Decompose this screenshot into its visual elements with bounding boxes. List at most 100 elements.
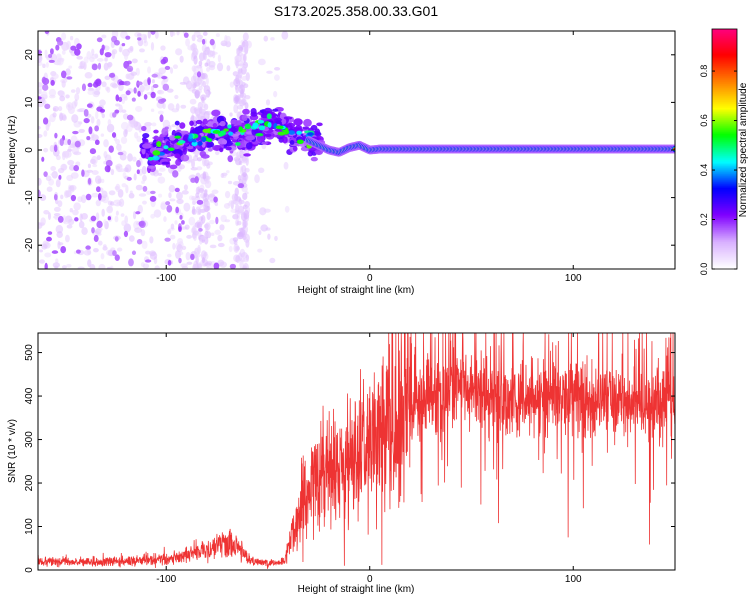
colorbar-segment bbox=[712, 229, 737, 232]
heatmap-blob bbox=[199, 220, 204, 226]
heatmap-blob bbox=[116, 247, 123, 252]
colorbar: 0.0 0.2 0.4 0.6 0.8 Normalized spectral ampl… bbox=[699, 28, 749, 275]
colorbar-segment bbox=[712, 149, 737, 152]
colorbar-segment bbox=[712, 225, 737, 228]
heatmap-blob bbox=[137, 81, 143, 86]
heatmap-blob bbox=[195, 255, 199, 265]
colorbar-segment bbox=[712, 99, 737, 102]
heatmap-blob bbox=[78, 221, 85, 229]
colorbar-segment bbox=[712, 257, 737, 260]
heatmap-blob bbox=[57, 40, 64, 46]
heatmap-blob bbox=[185, 38, 191, 47]
colorbar-segment bbox=[712, 91, 737, 94]
heatmap-blob bbox=[166, 88, 174, 93]
heatmap-blob bbox=[178, 257, 182, 264]
heatmap-blob bbox=[48, 53, 53, 59]
heatmap-blob bbox=[94, 175, 102, 184]
heatmap-blob bbox=[229, 81, 235, 88]
colorbar-segment bbox=[712, 81, 737, 84]
heatmap-blob bbox=[152, 150, 161, 156]
heatmap-blob bbox=[127, 60, 132, 65]
heatmap-blob bbox=[46, 186, 53, 192]
heatmap-blob bbox=[201, 100, 206, 109]
heatmap-blob bbox=[208, 60, 216, 68]
colorbar-segment bbox=[712, 75, 737, 78]
heatmap-blob bbox=[48, 88, 57, 97]
heatmap-blob bbox=[224, 219, 231, 223]
heatmap-blob bbox=[212, 50, 216, 59]
snr-series-line bbox=[38, 333, 675, 569]
heatmap-blob bbox=[206, 66, 210, 72]
heatmap-blob bbox=[133, 87, 137, 94]
heatmap-blob bbox=[112, 250, 117, 257]
heatmap-blob bbox=[159, 114, 164, 123]
heatmap-blob bbox=[196, 263, 202, 268]
heatmap-blob bbox=[59, 112, 64, 122]
heatmap-blob bbox=[112, 112, 117, 118]
colorbar-segment bbox=[712, 71, 737, 74]
heatmap-blob bbox=[95, 199, 101, 207]
heatmap-blob bbox=[69, 207, 73, 213]
heatmap-blob bbox=[44, 49, 48, 57]
heatmap-blob bbox=[101, 190, 108, 199]
colorbar-segment bbox=[712, 159, 737, 162]
heatmap-blob bbox=[80, 60, 85, 69]
heatmap-blob bbox=[235, 74, 242, 81]
heatmap-blob bbox=[296, 130, 302, 135]
heatmap-blob bbox=[241, 92, 247, 99]
heatmap-blob bbox=[142, 200, 147, 205]
heatmap-blob bbox=[197, 76, 202, 86]
heatmap-blob bbox=[161, 127, 169, 136]
colorbar-segment bbox=[712, 179, 737, 182]
heatmap-blob bbox=[118, 46, 122, 53]
heatmap-blob bbox=[178, 226, 182, 232]
colorbar-segment bbox=[712, 203, 737, 206]
heatmap-blob bbox=[254, 174, 260, 184]
heatmap-blob bbox=[85, 193, 92, 201]
colorbar-ticks: 0.0 0.2 0.4 0.6 0.8 bbox=[699, 65, 737, 275]
heatmap-blob bbox=[303, 118, 312, 127]
heatmap-blob bbox=[234, 187, 239, 197]
heatmap-blob bbox=[174, 135, 182, 139]
heatmap-blob bbox=[261, 141, 268, 145]
heatmap-blob bbox=[97, 240, 103, 246]
heatmap-blob bbox=[147, 156, 154, 161]
heatmap-blob bbox=[135, 184, 143, 191]
colorbar-segment bbox=[712, 259, 737, 262]
heatmap-blob bbox=[43, 130, 48, 137]
colorbar-segment bbox=[712, 87, 737, 90]
heatmap-blob bbox=[180, 263, 188, 268]
heatmap-blob bbox=[88, 126, 93, 135]
heatmap-blob bbox=[206, 175, 210, 184]
heatmap-blob bbox=[238, 205, 243, 211]
figure-title: S173.2025.358.00.33.G01 bbox=[274, 3, 438, 19]
heatmap-blob bbox=[46, 236, 52, 242]
colorbar-segment bbox=[712, 123, 737, 126]
heatmap-blob bbox=[142, 263, 150, 269]
heatmap-blob bbox=[89, 264, 96, 269]
heatmap-blob bbox=[192, 205, 196, 215]
heatmap-blob bbox=[243, 153, 251, 157]
heatmap-blob bbox=[70, 89, 76, 93]
heatmap-blob bbox=[61, 80, 66, 88]
heatmap-blob bbox=[66, 224, 73, 229]
heatmap-blob bbox=[86, 50, 92, 60]
heatmap-blob bbox=[147, 66, 151, 74]
heatmap-blob bbox=[156, 141, 162, 147]
heatmap-blob bbox=[164, 237, 171, 242]
heatmap-blob bbox=[52, 262, 60, 268]
heatmap-blob bbox=[128, 235, 135, 242]
heatmap-blob bbox=[284, 205, 290, 213]
heatmap-blob bbox=[257, 119, 265, 124]
heatmap-blob bbox=[60, 194, 64, 200]
heatmap-blob bbox=[109, 201, 115, 206]
heatmap-blob bbox=[219, 120, 226, 127]
heatmap-blob bbox=[130, 119, 137, 129]
heatmap-blob bbox=[206, 163, 211, 169]
heatmap-blob bbox=[219, 130, 226, 136]
heatmap-blob bbox=[191, 127, 202, 135]
heatmap-blob bbox=[129, 190, 133, 195]
heatmap-blob bbox=[182, 147, 187, 156]
colorbar-segment bbox=[712, 151, 737, 154]
colorbar-segment bbox=[712, 153, 737, 156]
